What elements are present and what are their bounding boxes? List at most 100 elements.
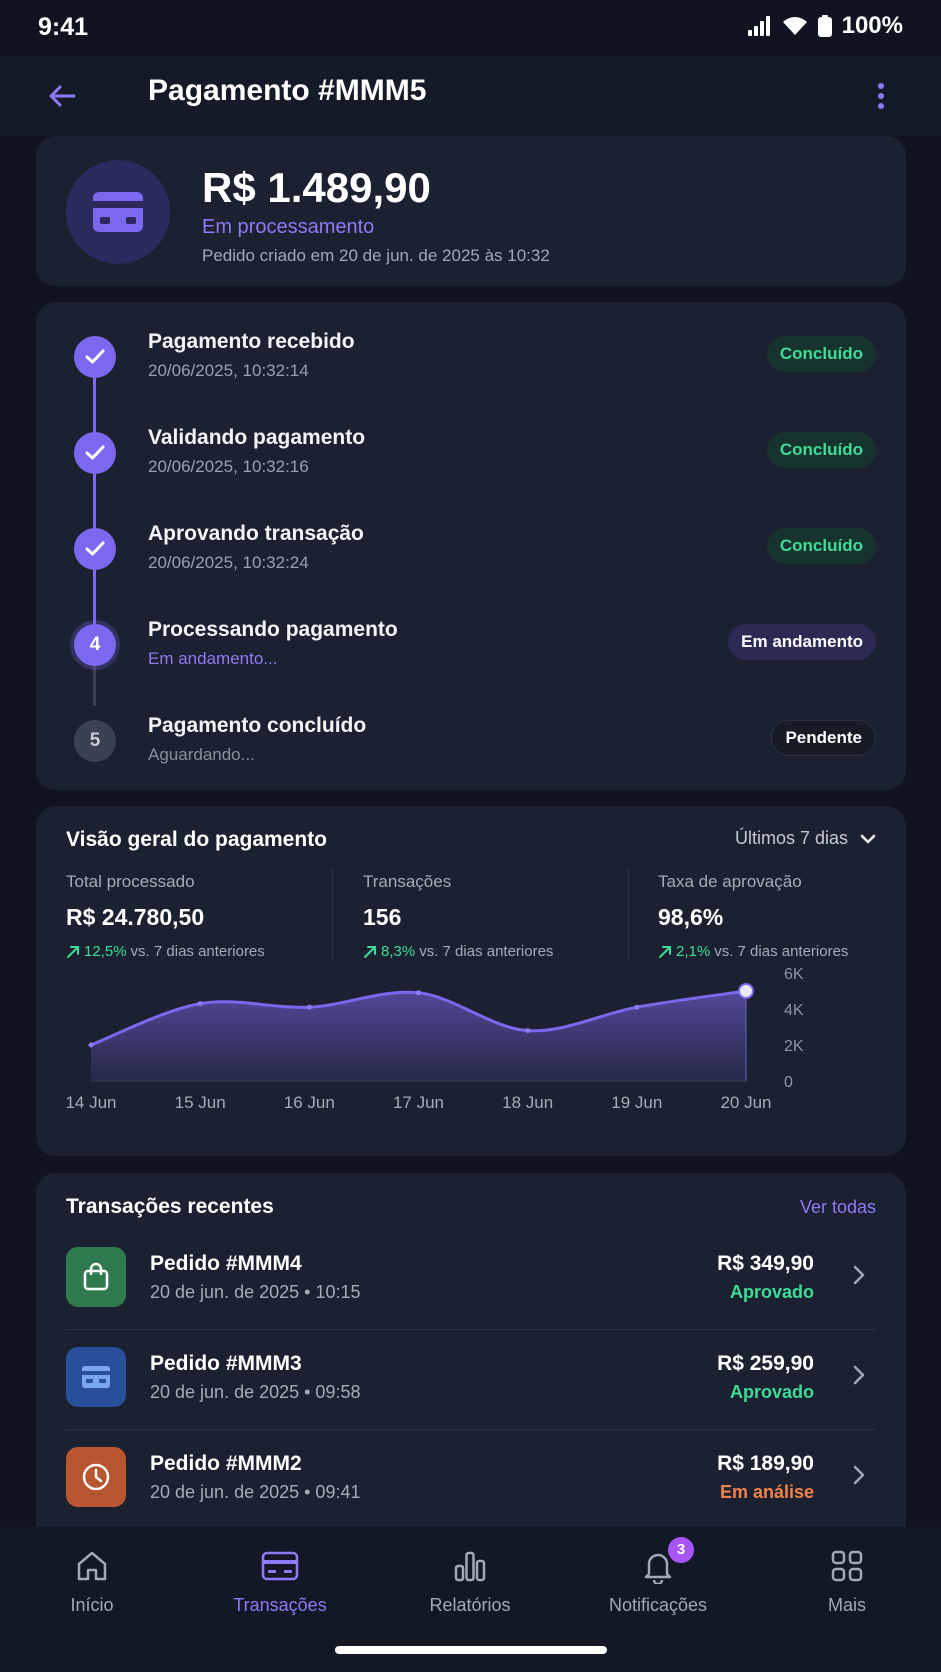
metric-compare: vs. 7 dias anteriores: [130, 943, 265, 960]
credit-card-icon: [82, 1366, 110, 1388]
transaction-amount: R$ 259,90: [717, 1352, 814, 1375]
timeline-step: 5 Pagamento concluído Aguardando... Pend…: [36, 712, 906, 782]
metric-label: Total processado: [66, 872, 195, 891]
step-marker: [74, 528, 116, 570]
step-title: Pagamento concluído: [148, 714, 367, 737]
metric-trend: 12,5% vs. 7 dias anteriores: [66, 943, 346, 960]
transaction-row[interactable]: Pedido #MMM2 20 de jun. de 2025 • 09:41 …: [66, 1430, 876, 1530]
transaction-status: Aprovado: [729, 1282, 814, 1302]
chevron-right-icon: [853, 1465, 865, 1485]
status-badge: Em andamento: [728, 624, 876, 660]
signal-icon: [747, 16, 770, 36]
step-marker: 4: [74, 624, 116, 666]
step-title: Validando pagamento: [148, 426, 366, 449]
date-range-label: Últimos 7 dias: [734, 828, 848, 848]
trend-up-icon: [659, 945, 671, 958]
nav-label: Relatórios: [429, 1595, 511, 1615]
timeline-connector-done: [93, 352, 96, 632]
nav-item-mais[interactable]: Mais: [767, 1545, 927, 1616]
bell-icon: [644, 1553, 672, 1584]
transaction-row[interactable]: Pedido #MMM3 20 de jun. de 2025 • 09:58 …: [66, 1330, 876, 1430]
metric-value: 98,6%: [658, 904, 724, 930]
payment-amount: R$ 1.489,90: [202, 164, 431, 211]
transaction-status: Aprovado: [729, 1382, 814, 1402]
payment-avatar: [66, 160, 170, 264]
transaction-date: 20 de jun. de 2025 • 09:41: [150, 1482, 361, 1502]
shopping-bag-icon: [83, 1262, 109, 1291]
metric-change: 2,1%: [676, 943, 711, 960]
status-badge: Concluído: [766, 432, 876, 468]
grid-icon: [831, 1550, 863, 1582]
nav-item-relatorios[interactable]: Relatórios: [390, 1545, 550, 1616]
metric-trend: 8,3% vs. 7 dias anteriores: [363, 943, 643, 960]
nav-item-inicio[interactable]: Início: [12, 1545, 172, 1616]
nav-item-notificacoes[interactable]: 3 Notificações: [578, 1537, 738, 1616]
back-button[interactable]: [42, 76, 82, 116]
step-marker: [74, 336, 116, 378]
metric-value: 156: [363, 904, 402, 930]
step-title: Aprovando transação: [148, 522, 364, 545]
timeline-connector-pending: [93, 644, 96, 706]
more-options-button[interactable]: [861, 76, 901, 116]
timeline-step: Aprovando transação 20/06/2025, 10:32:24…: [36, 520, 906, 590]
transaction-icon-tile: [66, 1247, 126, 1307]
metric-divider: [628, 868, 629, 960]
chart-data-point: [634, 1004, 640, 1010]
metric-label: Transações: [363, 872, 452, 891]
bar-chart-icon: [454, 1551, 486, 1582]
metric-approval-rate: Taxa de aprovação 98,6% 2,1% vs. 7 dias …: [658, 872, 938, 960]
payment-summary-card: R$ 1.489,90 Em processamento Pedido cria…: [36, 136, 906, 286]
status-badge: Concluído: [766, 336, 876, 372]
nav-item-transacoes[interactable]: Transações: [200, 1545, 360, 1616]
nav-label: Transações: [233, 1595, 327, 1615]
metric-label: Taxa de aprovação: [658, 872, 802, 891]
x-axis-tick-label: 20 Jun: [720, 1093, 771, 1112]
y-axis-tick-label: 2K: [784, 1038, 804, 1055]
step-marker: 5: [74, 720, 116, 762]
step-progress-text: Em andamento...: [148, 649, 278, 668]
step-timestamp: 20/06/2025, 10:32:14: [148, 361, 309, 380]
chevron-down-icon: [860, 834, 876, 843]
chevron-right-icon: [853, 1265, 865, 1285]
transaction-row[interactable]: Pedido #MMM4 20 de jun. de 2025 • 10:15 …: [66, 1230, 876, 1330]
status-badge: Pendente: [771, 720, 876, 756]
chart-data-point: [197, 1001, 203, 1007]
chart-data-point: [525, 1028, 531, 1034]
metric-divider: [332, 868, 333, 960]
payment-timeline-card: Pagamento recebido 20/06/2025, 10:32:14 …: [36, 302, 906, 790]
overview-title: Visão geral do pagamento: [66, 828, 328, 851]
payment-created-date: Pedido criado em 20 de jun. de 2025 às 1…: [202, 246, 550, 265]
chart-area-fill: [91, 991, 746, 1081]
chart-data-point: [306, 1004, 312, 1010]
check-icon: [85, 541, 105, 556]
chart-current-point[interactable]: [738, 983, 754, 999]
battery-icon: [817, 15, 832, 37]
status-icons: 100%: [747, 12, 903, 40]
transaction-amount: R$ 349,90: [717, 1252, 814, 1275]
timeline-step: 4 Processando pagamento Em andamento... …: [36, 616, 906, 686]
date-range-select[interactable]: Últimos 7 dias: [735, 828, 876, 849]
home-indicator: [335, 1646, 607, 1654]
metric-total-processed: Total processado R$ 24.780,50 12,5% vs. …: [66, 872, 346, 960]
x-axis-tick-label: 17 Jun: [393, 1093, 444, 1112]
recent-transactions-title: Transações recentes: [66, 1195, 274, 1218]
transaction-date: 20 de jun. de 2025 • 10:15: [150, 1282, 361, 1302]
view-all-link[interactable]: Ver todas: [799, 1197, 876, 1217]
nav-label: Início: [70, 1595, 114, 1615]
nav-label: Mais: [827, 1595, 866, 1615]
step-title: Processando pagamento: [148, 618, 398, 641]
chart-data-point: [416, 990, 421, 996]
status-time: 9:41: [38, 13, 89, 41]
check-icon: [85, 445, 105, 460]
transaction-date: 20 de jun. de 2025 • 09:58: [150, 1382, 361, 1402]
status-badge: Concluído: [766, 528, 876, 564]
metric-trend: 2,1% vs. 7 dias anteriores: [658, 943, 938, 960]
metric-transactions: Transações 156 8,3% vs. 7 dias anteriore…: [363, 872, 643, 960]
nav-label: Notificações: [608, 1595, 708, 1615]
x-axis-tick-label: 18 Jun: [502, 1093, 553, 1112]
chart-data-point: [88, 1042, 94, 1048]
metric-compare: vs. 7 dias anteriores: [714, 943, 849, 960]
x-axis-tick-label: 14 Jun: [65, 1093, 116, 1112]
x-axis-tick-label: 15 Jun: [175, 1093, 226, 1112]
payment-area-chart: 14 Jun 15 Jun 16 Jun 17 Jun 18 Jun 19 Jun 20 J…: [65, 966, 804, 1112]
